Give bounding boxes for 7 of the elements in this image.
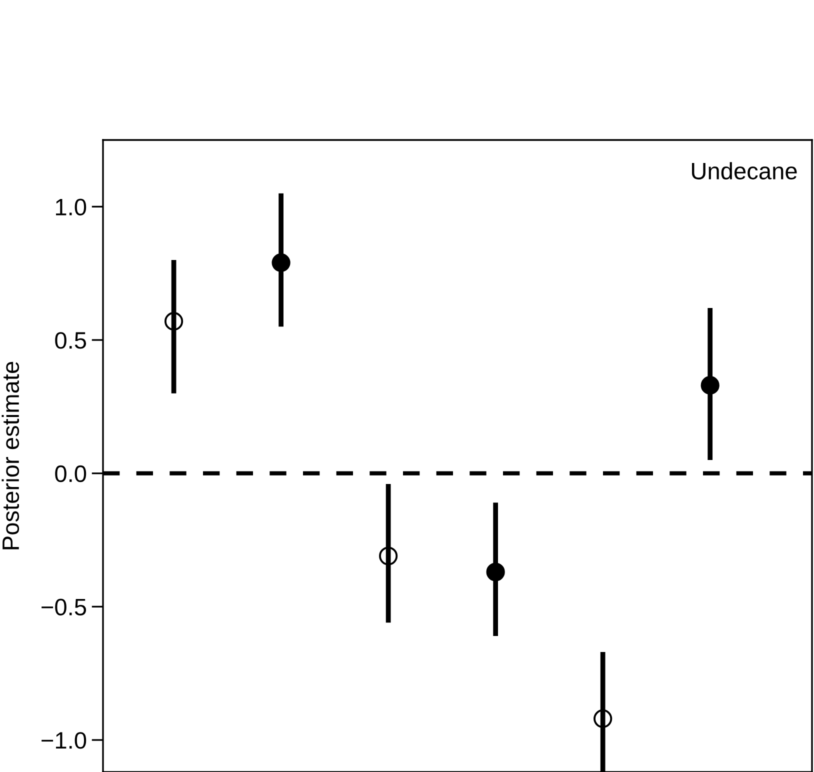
y-tick-label: 0.0 [55, 465, 86, 482]
y-axis-title: Posterior estimate [2, 362, 20, 550]
y-tick-label: −0.5 [42, 598, 86, 616]
y-tick-label: 1.0 [56, 198, 86, 216]
annotation: Undecane [692, 162, 797, 180]
y-tick-label: −1.0 [42, 732, 86, 749]
y-tick-label: 0.5 [55, 332, 86, 349]
